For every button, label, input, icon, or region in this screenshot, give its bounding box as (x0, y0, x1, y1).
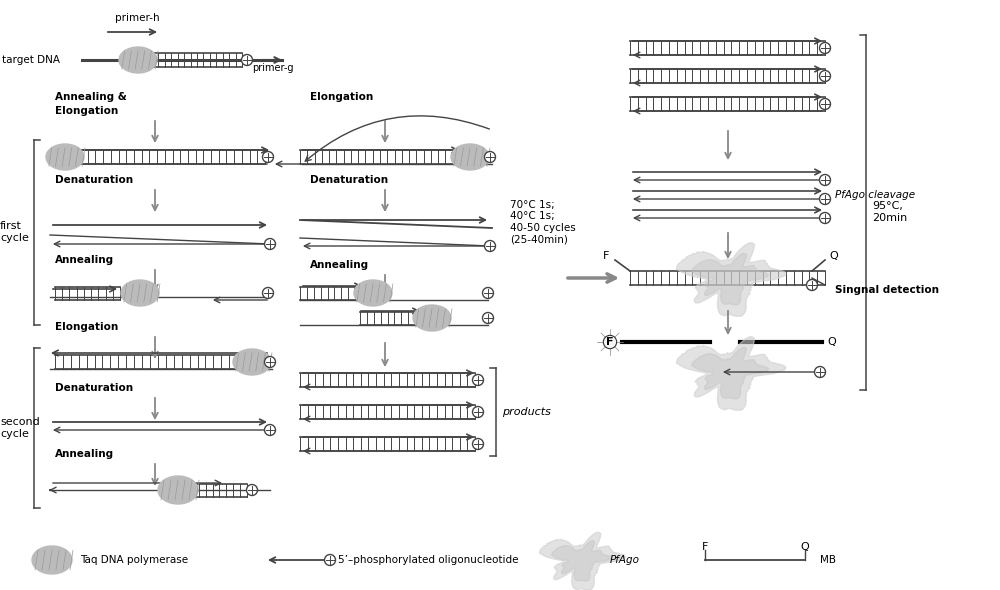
Text: PfAgo cleavage: PfAgo cleavage (835, 190, 915, 200)
Ellipse shape (46, 144, 84, 170)
Text: F: F (603, 251, 609, 261)
Text: F: F (606, 337, 614, 347)
Circle shape (482, 313, 494, 323)
Text: Annealing: Annealing (55, 449, 114, 459)
Text: primer-h: primer-h (115, 13, 160, 23)
Ellipse shape (158, 476, 198, 504)
Circle shape (820, 194, 830, 205)
Circle shape (820, 42, 830, 54)
Circle shape (264, 238, 276, 250)
Text: Denaturation: Denaturation (55, 175, 133, 185)
Ellipse shape (119, 47, 157, 73)
Text: Annealing &: Annealing & (55, 92, 127, 102)
Polygon shape (676, 243, 786, 316)
Circle shape (246, 484, 258, 496)
Ellipse shape (233, 349, 271, 375)
Text: Elongation: Elongation (55, 106, 118, 116)
Polygon shape (552, 540, 612, 581)
Circle shape (820, 175, 830, 185)
Circle shape (262, 152, 274, 162)
Circle shape (242, 54, 253, 65)
Text: Denaturation: Denaturation (310, 175, 388, 185)
Text: Elongation: Elongation (55, 322, 118, 332)
Circle shape (482, 287, 494, 299)
Circle shape (820, 99, 830, 110)
Circle shape (485, 241, 496, 251)
Circle shape (262, 287, 274, 299)
Circle shape (473, 407, 484, 418)
Text: Singnal detection: Singnal detection (835, 285, 939, 295)
Ellipse shape (32, 546, 72, 574)
Text: products: products (502, 407, 551, 417)
Circle shape (324, 555, 336, 565)
Text: target DNA: target DNA (2, 55, 60, 65)
Text: Q: Q (828, 337, 836, 347)
Circle shape (473, 375, 484, 385)
Text: Elongation: Elongation (310, 92, 373, 102)
Text: Q: Q (801, 542, 809, 552)
Text: 70°C 1s;
40°C 1s;
40-50 cycles
(25-40min): 70°C 1s; 40°C 1s; 40-50 cycles (25-40min… (510, 199, 576, 244)
Text: Denaturation: Denaturation (55, 383, 133, 393)
Text: primer-g: primer-g (252, 63, 294, 73)
Text: MB: MB (820, 555, 836, 565)
Text: 95°C,
20min: 95°C, 20min (872, 201, 907, 223)
Text: Annealing: Annealing (310, 260, 369, 270)
Ellipse shape (413, 305, 451, 331)
Text: first
cycle: first cycle (0, 221, 29, 243)
Text: second
cycle: second cycle (0, 417, 40, 439)
Circle shape (820, 70, 830, 81)
Text: F: F (702, 542, 708, 552)
Circle shape (264, 356, 276, 368)
Polygon shape (676, 337, 786, 410)
Ellipse shape (451, 144, 489, 170)
Polygon shape (692, 348, 768, 399)
Circle shape (814, 366, 826, 378)
Text: Q: Q (830, 251, 838, 261)
Text: Taq DNA polymerase: Taq DNA polymerase (80, 555, 188, 565)
Ellipse shape (354, 280, 392, 306)
Polygon shape (539, 532, 625, 590)
Circle shape (820, 212, 830, 224)
Circle shape (264, 424, 276, 435)
Circle shape (806, 280, 818, 290)
Text: PfAgo: PfAgo (610, 555, 640, 565)
Ellipse shape (121, 280, 159, 306)
Circle shape (485, 152, 496, 162)
Text: Annealing: Annealing (55, 255, 114, 265)
Polygon shape (692, 253, 768, 305)
Text: 5’–phosphorylated oligonucleotide: 5’–phosphorylated oligonucleotide (338, 555, 518, 565)
Circle shape (473, 438, 484, 450)
